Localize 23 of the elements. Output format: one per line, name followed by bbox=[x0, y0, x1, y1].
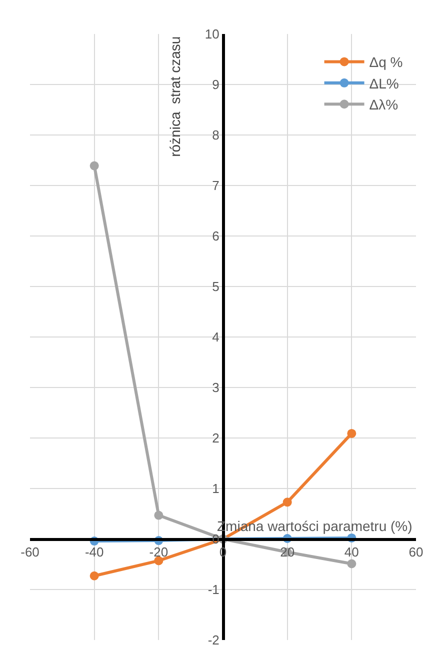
y-tick-label: -2 bbox=[208, 632, 220, 648]
x-tick-label: -40 bbox=[84, 544, 104, 560]
y-tick-label: 3 bbox=[212, 380, 220, 396]
legend-label: ΔL% bbox=[369, 75, 399, 92]
y-tick-label: 9 bbox=[212, 77, 220, 92]
legend-label: Δq % bbox=[369, 54, 403, 70]
y-tick-label: -1 bbox=[208, 582, 220, 598]
y-tick-label: 4 bbox=[212, 330, 220, 345]
y-tick-label: 8 bbox=[212, 128, 220, 143]
y-tick-label: 6 bbox=[212, 228, 220, 244]
legend-label: Δλ% bbox=[369, 96, 398, 113]
x-tick-label: 20 bbox=[280, 544, 295, 560]
x-tick-label: -60 bbox=[20, 544, 40, 560]
y-tick-label: 2 bbox=[212, 430, 220, 446]
x-tick-label: 40 bbox=[344, 544, 359, 560]
x-tick-label: -20 bbox=[149, 544, 168, 560]
y-axis-title: różnica strat czasu bbox=[166, 36, 183, 157]
x-tick-label: 60 bbox=[408, 544, 424, 560]
y-tick-label: 5 bbox=[212, 279, 220, 294]
y-tick-label: 10 bbox=[204, 26, 220, 42]
y-tick-label: 0 bbox=[212, 532, 220, 547]
y-tick-label: 7 bbox=[212, 178, 220, 194]
y-tick-label: 1 bbox=[212, 481, 220, 496]
